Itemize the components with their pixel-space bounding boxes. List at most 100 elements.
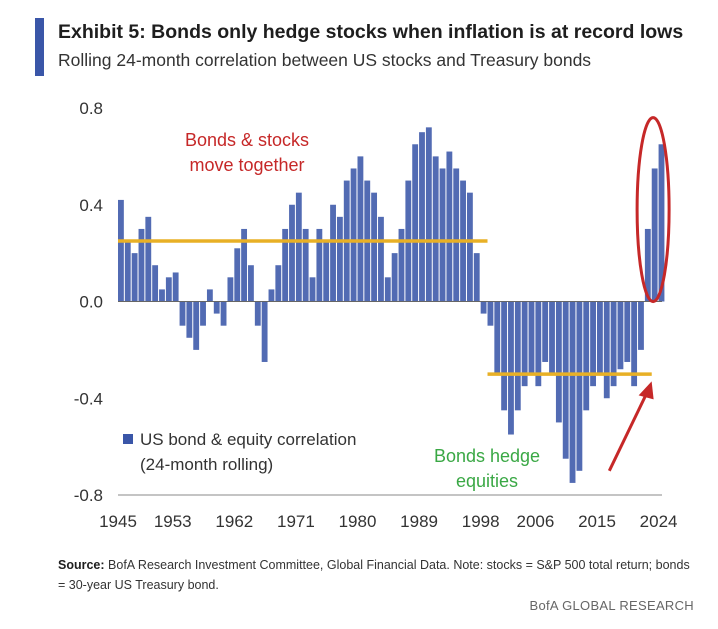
x-tick-label: 2006 (516, 512, 554, 531)
legend-label-line2: (24-month rolling) (140, 455, 273, 474)
correlation-bar (159, 289, 165, 302)
annotation-move-together-line1: Bonds & stocks (185, 130, 309, 150)
correlation-bar (179, 301, 186, 326)
correlation-bar (302, 228, 309, 302)
annotation-bonds-hedge-line1: Bonds hedge (434, 446, 540, 466)
correlation-bar (610, 301, 617, 387)
correlation-bar (419, 132, 425, 302)
correlation-bar (282, 228, 289, 302)
annotation-arrow (607, 390, 649, 472)
correlation-bar (487, 301, 494, 326)
highlight-ellipse (635, 116, 671, 304)
correlation-bar (638, 301, 644, 350)
correlation-bar (528, 301, 535, 375)
legend-label-line1: US bond & equity correlation (140, 430, 356, 449)
correlation-bar (514, 301, 521, 411)
correlation-bar (453, 168, 460, 302)
x-tick-label: 1980 (339, 512, 377, 531)
correlation-bar (466, 192, 473, 302)
correlation-bar (371, 192, 378, 302)
source-note: Source: BofA Research Investment Committ… (58, 555, 698, 595)
correlation-bar (651, 168, 658, 302)
correlation-bar (590, 301, 596, 387)
y-tick-label: 0.0 (79, 293, 103, 312)
y-tick-label: 0.4 (79, 196, 103, 215)
correlation-bar (603, 301, 610, 399)
correlation-bar (596, 301, 603, 375)
correlation-bar (576, 301, 583, 471)
correlation-bar (241, 228, 248, 302)
correlation-bar (535, 301, 542, 387)
correlation-bar (131, 253, 138, 302)
correlation-bar (350, 168, 357, 302)
legend-swatch (123, 434, 133, 444)
annotation-move-together-line2: move together (189, 155, 304, 175)
correlation-bar (200, 301, 206, 326)
correlation-bar (248, 265, 254, 302)
correlation-bar (289, 204, 295, 302)
correlation-bar (617, 301, 624, 370)
correlation-bar (624, 301, 631, 362)
x-tick-label: 1971 (277, 512, 315, 531)
correlation-bar (555, 301, 562, 423)
correlation-bar (425, 127, 432, 302)
x-tick-label: 2024 (640, 512, 678, 531)
y-tick-label: 0.8 (79, 99, 103, 118)
correlation-bar (473, 253, 480, 302)
correlation-bar (206, 289, 213, 302)
correlation-bar (439, 168, 446, 302)
x-tick-label: 1953 (154, 512, 192, 531)
source-text: BofA Research Investment Committee, Glob… (58, 558, 690, 592)
correlation-bar (542, 301, 549, 362)
correlation-bar (508, 301, 514, 435)
x-tick-label: 2015 (578, 512, 616, 531)
correlation-bar (227, 277, 234, 302)
correlation-bar (384, 277, 391, 302)
correlation-bar (124, 241, 131, 302)
correlation-bar (412, 144, 419, 302)
exhibit-subtitle: Rolling 24-month correlation between US … (58, 50, 592, 70)
correlation-bar (172, 272, 179, 302)
title-accent-bar (35, 18, 44, 76)
correlation-bar (583, 301, 590, 411)
correlation-bar (295, 192, 302, 302)
correlation-bar (152, 265, 159, 302)
correlation-bar (391, 253, 398, 302)
correlation-bar (357, 156, 364, 302)
correlation-bar (213, 301, 220, 314)
correlation-bar (521, 301, 528, 387)
correlation-bar (234, 248, 241, 302)
correlation-bar (330, 204, 336, 302)
correlation-bar (193, 301, 200, 350)
correlation-bar (562, 301, 569, 459)
correlation-bar (220, 301, 227, 326)
correlation-bar (118, 199, 124, 302)
correlation-bar (378, 216, 384, 302)
x-tick-label: 1945 (99, 512, 137, 531)
correlation-bar (644, 228, 651, 302)
correlation-bar (275, 265, 282, 302)
correlation-bar (261, 301, 268, 362)
correlation-bar (501, 301, 508, 411)
correlation-bar (138, 228, 145, 302)
correlation-bar (186, 301, 193, 338)
correlation-bar (165, 277, 172, 302)
y-tick-label: -0.4 (74, 389, 103, 408)
correlation-bar (268, 289, 275, 302)
correlation-bar (323, 241, 330, 302)
correlation-bar (549, 301, 555, 375)
correlation-bar (494, 301, 501, 375)
x-tick-label: 1962 (215, 512, 253, 531)
correlation-bar (658, 144, 665, 302)
correlation-bar (316, 228, 323, 302)
correlation-bar (446, 151, 453, 302)
annotation-arrow-head (638, 381, 654, 400)
correlation-bar (398, 228, 405, 302)
y-tick-label: -0.8 (74, 486, 103, 505)
correlation-bar (145, 216, 152, 302)
correlation-bar (254, 301, 261, 326)
x-tick-label: 1998 (462, 512, 500, 531)
correlation-bar (631, 301, 638, 387)
brand-label: BofA GLOBAL RESEARCH (529, 598, 694, 613)
correlation-bar (309, 277, 316, 302)
